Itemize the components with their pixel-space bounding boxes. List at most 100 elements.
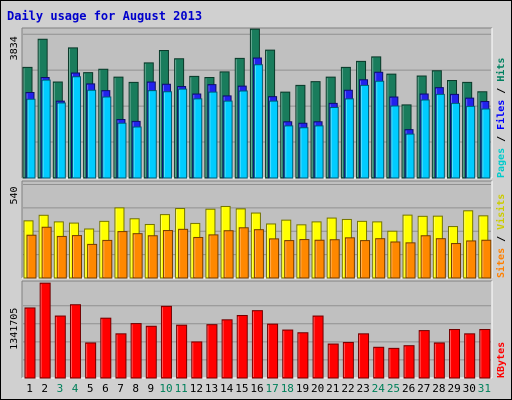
- bar-pages-4: [71, 76, 81, 179]
- bar-sites-2: [41, 226, 52, 279]
- day-labels: 1 2 3 4 5 6 7 8 9 10 11 12 13 14 15 16 17 18 19 20 21 22 23 24 2…: [26, 382, 491, 395]
- bar-face: [299, 127, 309, 179]
- day-label-4: 4: [72, 382, 79, 395]
- legend-kbytes: KBytes: [496, 342, 507, 378]
- bar-kbytes-26: [403, 345, 415, 379]
- bar-face: [178, 88, 188, 179]
- day-label-25: 25: [387, 382, 400, 395]
- legend-entry: /: [496, 82, 507, 100]
- bar-face: [176, 324, 188, 379]
- bar-sites-31: [481, 239, 492, 279]
- day-label-28: 28: [432, 382, 445, 395]
- bar-sites-22: [344, 237, 355, 279]
- bar-face: [449, 329, 461, 379]
- legend-entry: Hits: [495, 58, 507, 82]
- bar-pages-5: [87, 89, 97, 179]
- day-label-23: 23: [357, 382, 370, 395]
- bar-face: [390, 241, 401, 279]
- bar-pages-2: [41, 79, 51, 179]
- bar-face: [312, 315, 324, 379]
- bar-face: [160, 305, 172, 379]
- bar-kbytes-4: [69, 304, 81, 379]
- bar-face: [132, 233, 143, 279]
- day-label-11: 11: [175, 382, 188, 395]
- day-label-17: 17: [266, 382, 279, 395]
- bar-pages-9: [147, 90, 157, 179]
- bar-face: [344, 98, 354, 179]
- bar-sites-28: [435, 238, 446, 279]
- day-label-29: 29: [447, 382, 460, 395]
- bar-pages-19: [299, 127, 309, 179]
- day-label-3: 3: [57, 382, 64, 395]
- day-label-19: 19: [296, 382, 309, 395]
- bar-face: [267, 323, 279, 379]
- bar-face: [360, 84, 370, 179]
- bar-face: [145, 325, 157, 379]
- bar-sites-20: [314, 239, 325, 279]
- day-label-31: 31: [478, 382, 491, 395]
- bar-face: [481, 108, 491, 179]
- bar-kbytes-6: [100, 317, 112, 379]
- bar-face: [375, 238, 386, 279]
- bar-face: [87, 243, 98, 279]
- bar-face: [253, 229, 264, 279]
- bar-face: [297, 332, 309, 379]
- bar-face: [162, 230, 173, 279]
- bar-face: [253, 64, 263, 179]
- bar-sites-12: [193, 236, 204, 279]
- bar-face: [193, 236, 204, 279]
- day-label-26: 26: [402, 382, 415, 395]
- bar-face: [85, 342, 97, 379]
- bar-face: [282, 329, 294, 379]
- bar-pages-30: [466, 105, 476, 179]
- panel-visits: 540 Sites / Visits: [9, 180, 507, 279]
- day-label-27: 27: [417, 382, 430, 395]
- day-label-18: 18: [281, 382, 294, 395]
- bar-sites-21: [329, 239, 340, 279]
- day-label-22: 22: [341, 382, 354, 395]
- bar-sites-7: [117, 231, 128, 279]
- bar-face: [479, 329, 491, 379]
- bar-sites-1: [26, 234, 37, 279]
- day-label-10: 10: [159, 382, 172, 395]
- series-sites: [26, 226, 492, 279]
- day-label-30: 30: [463, 382, 476, 395]
- bar-sites-26: [405, 242, 416, 279]
- bar-face: [208, 91, 218, 179]
- bar-sites-9: [147, 235, 158, 279]
- legend-entry: /: [496, 130, 507, 148]
- bar-pages-29: [451, 102, 461, 179]
- bar-face: [358, 333, 370, 379]
- bar-face: [41, 79, 51, 179]
- bar-face: [102, 239, 113, 279]
- bar-face: [41, 226, 52, 279]
- bar-face: [435, 238, 446, 279]
- bar-face: [71, 235, 82, 279]
- bar-kbytes-11: [176, 324, 188, 379]
- bar-face: [390, 105, 400, 179]
- legend-entry: /: [496, 230, 507, 248]
- bar-face: [54, 315, 66, 379]
- bar-sites-13: [208, 234, 219, 279]
- bar-sites-6: [102, 239, 113, 279]
- day-label-14: 14: [220, 382, 234, 395]
- bar-face: [117, 122, 127, 179]
- bar-face: [147, 235, 158, 279]
- bar-face: [238, 90, 248, 179]
- bar-face: [193, 98, 203, 179]
- day-label-16: 16: [250, 382, 263, 395]
- legend-entry: Files: [495, 100, 507, 130]
- bar-face: [162, 91, 172, 179]
- bar-kbytes-3: [54, 315, 66, 379]
- bar-face: [26, 98, 36, 179]
- bar-kbytes-30: [464, 333, 476, 379]
- bar-face: [132, 126, 142, 179]
- legend-entry: Visits: [495, 194, 507, 230]
- bar-pages-24: [375, 80, 385, 179]
- bar-pages-27: [420, 99, 430, 179]
- bar-face: [24, 307, 36, 379]
- panel-hits: 3834 Pages / Files / Hits: [9, 27, 507, 179]
- bar-kbytes-14: [221, 319, 233, 379]
- bar-kbytes-27: [418, 330, 430, 379]
